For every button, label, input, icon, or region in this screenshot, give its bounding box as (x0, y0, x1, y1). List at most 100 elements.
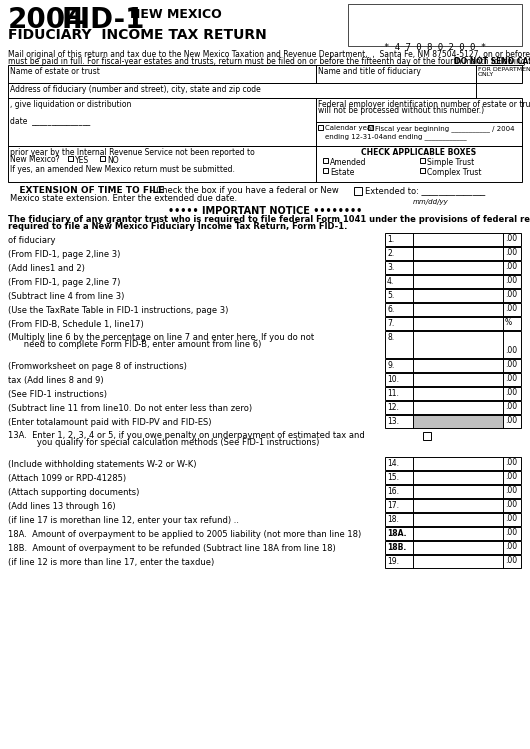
Bar (361, 9, 365, 39)
Text: Complex Trust: Complex Trust (427, 168, 481, 177)
Bar (8, 98, 316, 146)
Text: ending 12-31-04and ending ____________: ending 12-31-04and ending ____________ (325, 133, 466, 140)
Bar (385, 373, 521, 386)
Bar (8, 146, 316, 182)
Bar (385, 233, 521, 246)
Text: 18B.: 18B. (387, 543, 407, 552)
Bar (385, 331, 521, 358)
Bar (500, 9, 501, 39)
Text: (Include withholding statements W-2 or W-K): (Include withholding statements W-2 or W… (8, 460, 197, 469)
Text: Calendar year: Calendar year (325, 125, 374, 131)
Bar (385, 401, 521, 414)
Text: 3.: 3. (387, 263, 394, 272)
Bar (354, 187, 362, 195)
Bar (422, 9, 423, 39)
Text: .00: .00 (505, 528, 517, 537)
Bar (384, 9, 386, 39)
Text: will not be processed without this number.): will not be processed without this numbe… (318, 106, 484, 115)
Text: 4.: 4. (387, 277, 394, 286)
Bar (440, 9, 441, 39)
Bar (491, 9, 493, 39)
Text: YES: YES (75, 156, 89, 165)
Bar (385, 555, 521, 568)
Bar (385, 513, 521, 526)
Text: ••••• IMPORTANT NOTICE ••••••••: ••••• IMPORTANT NOTICE •••••••• (168, 206, 362, 216)
Bar (323, 158, 328, 163)
Bar (385, 275, 521, 288)
Bar (100, 156, 105, 161)
Bar (316, 146, 522, 182)
Text: Extended to: _______________: Extended to: _______________ (365, 186, 485, 195)
Bar (445, 9, 446, 39)
Text: (Use the TaxRate Table in FID-1 instructions, page 3): (Use the TaxRate Table in FID-1 instruct… (8, 306, 228, 315)
Text: CHECK APPLICABLE BOXES: CHECK APPLICABLE BOXES (361, 148, 476, 157)
Text: %: % (505, 318, 512, 327)
Text: must be paid in full. For fiscal-year estates and trusts, return must be filed o: must be paid in full. For fiscal-year es… (8, 57, 530, 66)
Bar (476, 9, 477, 39)
Text: FIDUCIARY  INCOME TAX RETURN: FIDUCIARY INCOME TAX RETURN (8, 28, 267, 42)
Text: .00: .00 (505, 360, 517, 369)
Text: need to complete Form FID-B, enter amount from line 6): need to complete Form FID-B, enter amoun… (8, 340, 261, 349)
Text: , give liquidation or distribution: , give liquidation or distribution (10, 100, 131, 109)
Text: Name and title of fiduciary: Name and title of fiduciary (318, 67, 421, 76)
Bar (453, 9, 455, 39)
Text: .00: .00 (505, 262, 517, 271)
Bar (385, 359, 521, 372)
Bar (511, 9, 515, 39)
Text: Estate: Estate (330, 168, 355, 177)
Text: 6.: 6. (387, 305, 394, 314)
Bar (376, 9, 377, 39)
Bar (424, 9, 428, 39)
Text: required to file a New Mexico Fiduciary Income Tax Return, Form FID-1.: required to file a New Mexico Fiduciary … (8, 222, 347, 231)
Bar (385, 471, 521, 484)
Bar (381, 9, 382, 39)
Text: - Check the box if you have a federal or New: - Check the box if you have a federal or… (148, 186, 339, 195)
Text: .00: .00 (505, 290, 517, 299)
Bar (497, 9, 499, 39)
Bar (352, 9, 356, 39)
Text: NO: NO (107, 156, 119, 165)
Bar (385, 261, 521, 274)
Bar (348, 4, 522, 46)
Text: 17.: 17. (387, 501, 399, 510)
Text: (From FID-1, page 2,line 7): (From FID-1, page 2,line 7) (8, 278, 120, 287)
Text: 13.: 13. (387, 417, 399, 426)
Bar (411, 9, 413, 39)
Bar (388, 9, 392, 39)
Text: .00: .00 (505, 500, 517, 509)
Text: (See FID-1 instructions): (See FID-1 instructions) (8, 390, 107, 399)
Bar (316, 98, 522, 146)
Bar (8, 65, 316, 83)
Text: 15.: 15. (387, 473, 399, 482)
Text: 18A.: 18A. (387, 529, 407, 538)
Text: date  _______________: date _______________ (10, 116, 90, 125)
Bar (385, 485, 521, 498)
Text: 18B.  Amount of overpayment to be refunded (Subtract line 18A from line 18): 18B. Amount of overpayment to be refunde… (8, 544, 335, 553)
Text: 2.: 2. (387, 249, 394, 258)
Text: Federal employer identification number of estate or trust (Returns: Federal employer identification number o… (318, 100, 530, 109)
Text: .00: .00 (505, 458, 517, 467)
Text: Address of fiduciary (number and street), city, state and zip code: Address of fiduciary (number and street)… (10, 85, 261, 94)
Text: NEW MEXICO: NEW MEXICO (130, 8, 222, 21)
Text: New Mexico?: New Mexico? (10, 155, 59, 164)
Bar (316, 122, 522, 146)
Text: .00: .00 (505, 248, 517, 257)
Bar (419, 9, 421, 39)
Text: 1.: 1. (387, 235, 394, 244)
Text: (Attach supporting documents): (Attach supporting documents) (8, 488, 139, 497)
Bar (436, 9, 437, 39)
Bar (488, 9, 490, 39)
Bar (385, 457, 521, 470)
Text: .00: .00 (505, 472, 517, 481)
Bar (466, 9, 470, 39)
Text: (Subtract line 4 from line 3): (Subtract line 4 from line 3) (8, 292, 125, 301)
Text: Name of estate or trust: Name of estate or trust (10, 67, 100, 76)
Text: (Fromworksheet on page 8 of instructions): (Fromworksheet on page 8 of instructions… (8, 362, 187, 371)
Bar (385, 527, 521, 540)
Text: .00: .00 (505, 402, 517, 411)
Bar (449, 9, 452, 39)
Bar (323, 168, 328, 173)
Text: 19.: 19. (387, 557, 399, 566)
Bar (423, 432, 431, 440)
Bar (8, 83, 476, 98)
